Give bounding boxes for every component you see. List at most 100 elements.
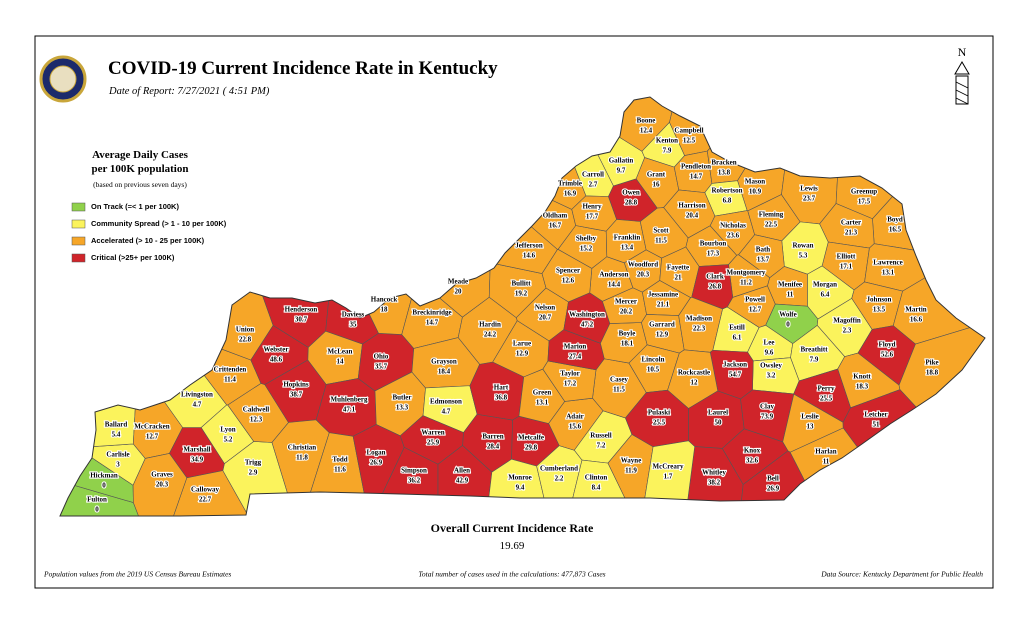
county-value: 47.2 (581, 321, 594, 329)
county-name: Ballard (105, 421, 128, 429)
county-value: 15.2 (580, 245, 593, 253)
county-value: 35 (350, 321, 358, 329)
county-value: 13 (807, 423, 815, 431)
county-value: 5.2 (224, 436, 233, 444)
county-name: Harrison (678, 202, 705, 210)
county-name: Clark (706, 273, 724, 281)
county-name: Lewis (800, 185, 818, 193)
county-name: Fayette (667, 264, 689, 272)
county-name: Mercer (615, 298, 637, 306)
county-value: 11.2 (740, 279, 752, 287)
county-value: 14 (337, 358, 345, 366)
county-name: Rowan (792, 242, 813, 250)
county-value: 6.1 (733, 334, 742, 342)
county-name: Menifee (778, 281, 802, 289)
county-name: Franklin (614, 234, 641, 242)
county-name: Warren (421, 429, 444, 437)
county-name: Lyon (220, 426, 235, 434)
county-name: Adair (566, 413, 584, 421)
county-value: 15.6 (569, 423, 582, 431)
county-name: McLean (328, 348, 353, 356)
county-name: Cumberland (540, 465, 578, 473)
county-name: Garrard (649, 321, 675, 329)
county-value: 26.8 (709, 283, 722, 291)
county (427, 138, 558, 274)
county-value: 22.8 (239, 336, 252, 344)
county-value: 6.4 (821, 291, 830, 299)
county-value: 25.5 (820, 395, 833, 403)
county-value: 2.9 (249, 469, 258, 477)
county-value: 20.2 (620, 308, 633, 316)
county (864, 243, 960, 292)
title: COVID-19 Current Incidence Rate in Kentu… (108, 58, 498, 79)
county-name: Larue (513, 340, 531, 348)
county-name: Harlan (815, 448, 836, 456)
county-name: Gallatin (609, 157, 634, 165)
legend-swatch (71, 236, 86, 246)
county-value: 19.2 (515, 290, 528, 298)
county-name: Livingston (181, 391, 213, 399)
county-name: Morgan (813, 281, 837, 289)
county-name: Crittenden (214, 366, 247, 374)
county (368, 97, 491, 318)
county-value: 2.2 (555, 475, 564, 483)
county-value: 5.3 (799, 252, 808, 260)
county-name: Green (533, 389, 552, 397)
county-name: Bourbon (700, 240, 727, 248)
county-name: Muhlenberg (331, 396, 368, 404)
county-name: Hancock (371, 296, 398, 304)
county-name: Boyle (619, 330, 636, 338)
county-name: Allen (454, 467, 470, 475)
county-name: Owen (622, 189, 640, 197)
county-value: 1.7 (664, 473, 673, 481)
county-name: Bracken (711, 159, 736, 167)
county-value: 23.7 (803, 195, 816, 203)
county-value: 14.4 (608, 281, 621, 289)
county-value: 30.7 (295, 316, 308, 324)
county-name: Meade (448, 278, 468, 286)
county-name: Campbell (674, 127, 703, 135)
county-value: 12.4 (640, 127, 653, 135)
county-value: 16.5 (889, 226, 902, 234)
county-value: 47.1 (343, 406, 356, 414)
county-name: Marshall (183, 446, 210, 454)
county-value: 12.9 (516, 350, 529, 358)
county-name: Washington (569, 311, 605, 319)
county-name: Lincoln (642, 356, 665, 364)
county-value: 18.3 (856, 383, 869, 391)
county-value: 38.2 (708, 479, 721, 487)
county-value: 11.9 (625, 467, 637, 475)
county-value: 16 (653, 181, 661, 189)
county-value: 20.3 (156, 481, 169, 489)
footer-center: Total number of cases used in the calcul… (418, 570, 605, 579)
county-value: 13.4 (621, 244, 634, 252)
county-name: Barren (482, 433, 503, 441)
county-value: 16.6 (910, 316, 923, 324)
county-name: Union (236, 326, 254, 334)
county-value: 0 (95, 506, 99, 514)
county-value: 12.3 (250, 416, 263, 424)
county (132, 453, 188, 516)
county-value: 36.2 (408, 477, 421, 485)
county-value: 17.1 (840, 263, 853, 271)
county-name: Ohio (374, 353, 389, 361)
county-value: 38.7 (290, 391, 303, 399)
county (789, 427, 920, 516)
county-name: Clinton (585, 474, 608, 482)
county-value: 22.3 (693, 325, 706, 333)
county-name: Edmonson (430, 398, 462, 406)
county-value: 3.2 (767, 372, 776, 380)
county-value: 11.8 (296, 454, 308, 462)
county-value: 42.9 (456, 477, 469, 485)
county-value: 12.6 (562, 277, 575, 285)
county-value: 52.6 (881, 351, 894, 359)
county-value: 14.6 (523, 252, 536, 260)
county-name: Hickman (90, 472, 118, 480)
county-name: Kenton (656, 137, 678, 145)
county-value: 11 (823, 458, 830, 466)
county-value: 25.5 (653, 419, 666, 427)
county-value: 54.7 (729, 371, 742, 379)
county-name: Woodford (628, 261, 658, 269)
county-name: Trigg (245, 459, 262, 467)
county-value: 20.4 (686, 212, 699, 220)
